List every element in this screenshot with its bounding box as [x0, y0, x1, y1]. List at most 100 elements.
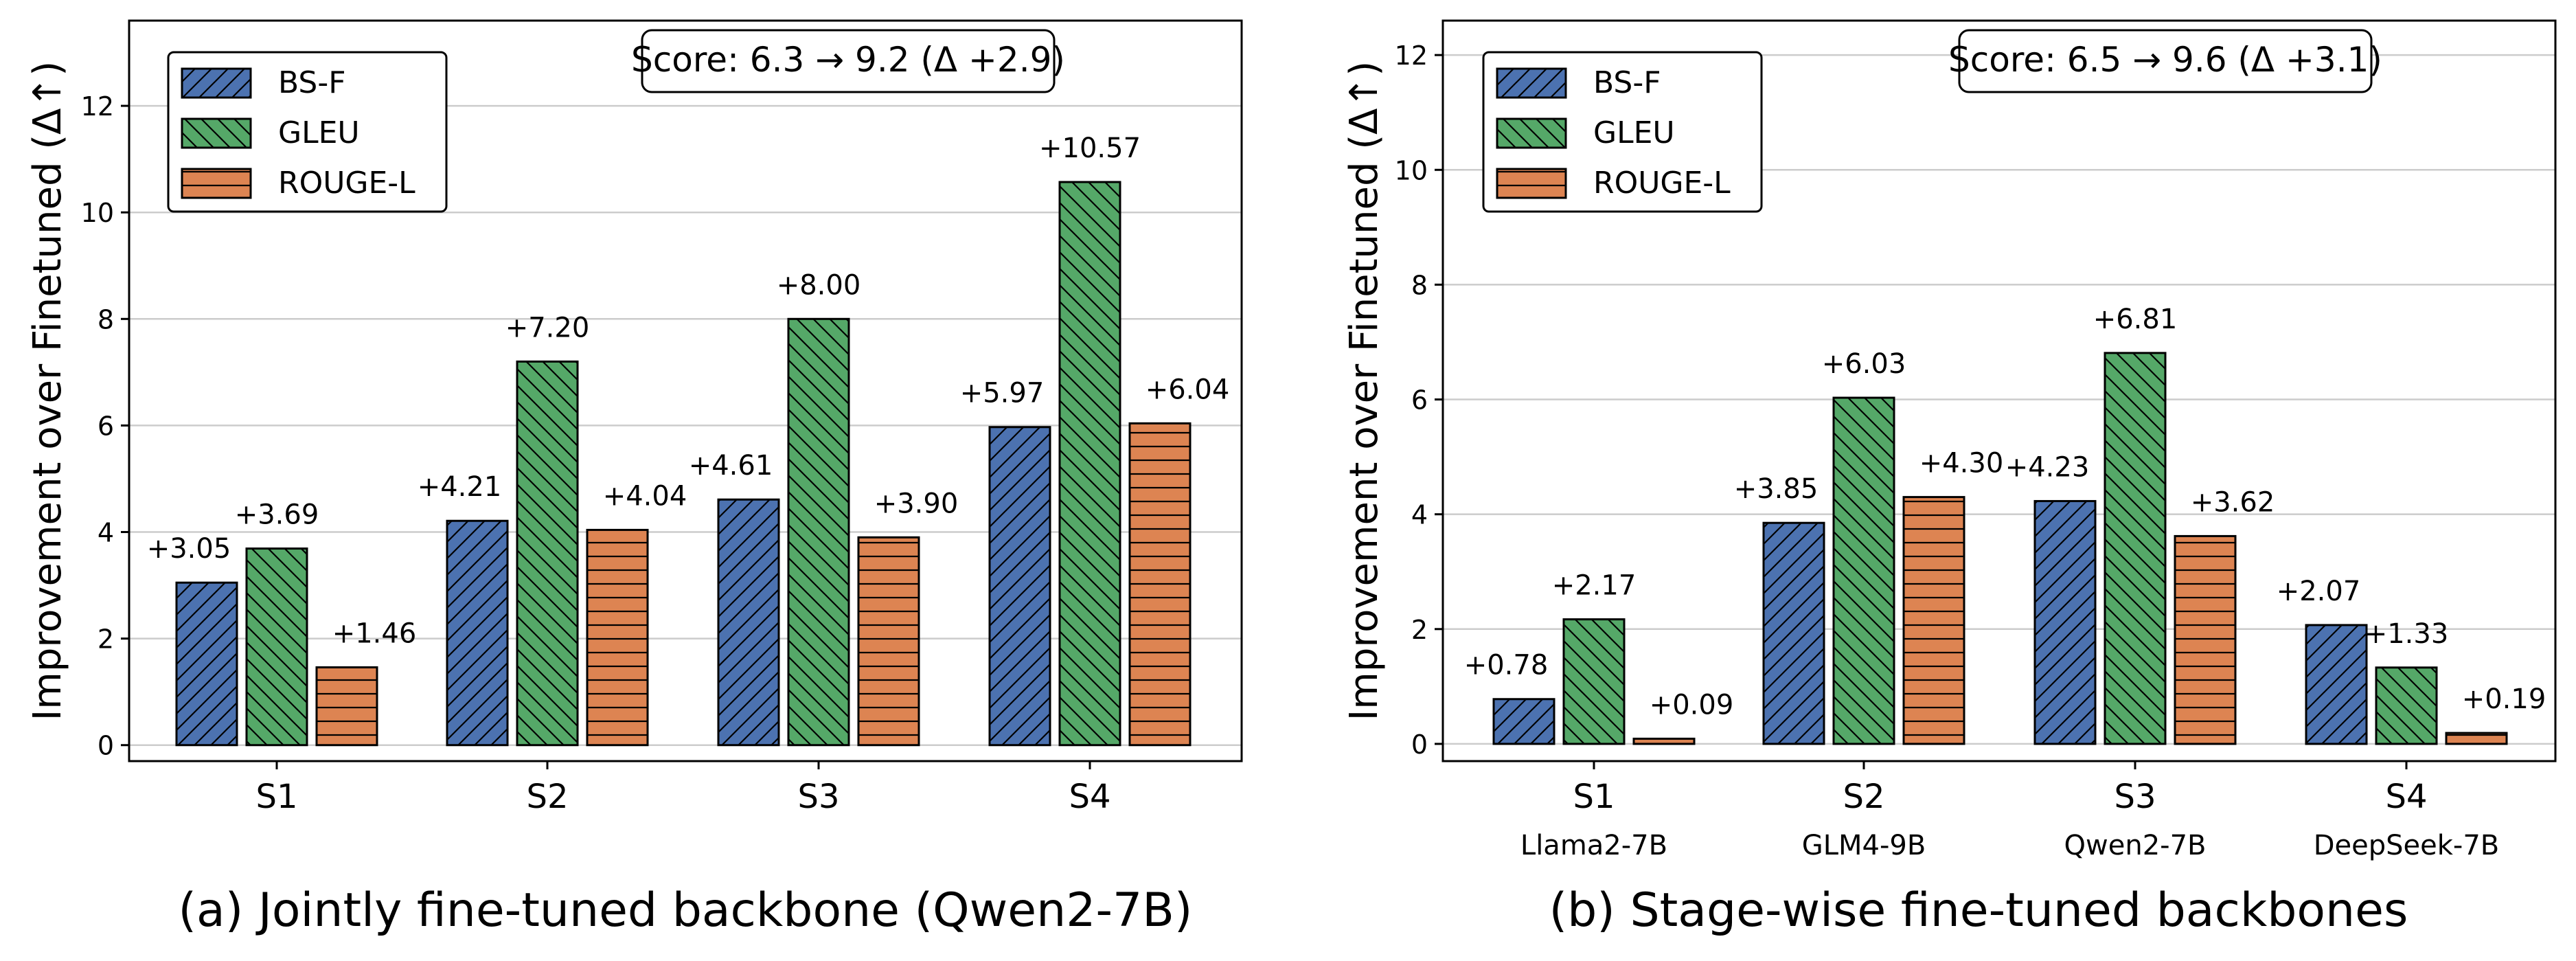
x-sublabel: Llama2-7B: [1520, 830, 1667, 861]
legend-swatch-bsf: [1496, 67, 1567, 99]
annotation-text: Score: 6.3 → 9.2 (Δ +2.9): [631, 40, 1065, 80]
legend-label-rouge-l: ROUGE-L: [1593, 166, 1731, 201]
data-label: +6.04: [1145, 374, 1230, 405]
panel-a-joint: +3.05 +4.21 +4.61 +5.97 +3.69 +7.20 +8.00 +10.5…: [25, 19, 1243, 938]
y-tick-label: 8: [1411, 270, 1428, 300]
bar-bsf-s1: [1492, 698, 1555, 745]
bar-rouge-l-s4: [1128, 422, 1192, 747]
bar-gleu-s1: [1562, 618, 1626, 745]
data-label: +6.81: [2093, 304, 2178, 335]
y-tick-label: 2: [98, 624, 114, 655]
bar-rouge-l-s1: [1632, 737, 1696, 745]
legend-label-gleu: GLEU: [1593, 115, 1675, 150]
y-axis-label: Improvement over Finetuned (Δ↑): [25, 61, 70, 721]
y-tick-label: 4: [1411, 500, 1428, 530]
data-label: +3.90: [874, 488, 959, 519]
bar-gleu-s2: [516, 360, 579, 747]
bar-bsf-s4: [2305, 624, 2368, 745]
legend-swatch-bsf: [181, 67, 252, 99]
bar-gleu-s4: [2375, 666, 2438, 745]
y-tick-label: 6: [98, 411, 114, 441]
plot-frame: [128, 19, 1243, 762]
bar-bsf-s2: [446, 519, 509, 747]
bar-rouge-l-s2: [586, 528, 649, 747]
x-tick-label: S2: [1843, 778, 1884, 816]
data-label: +2.17: [1552, 570, 1637, 602]
bar-gleu-s3: [2104, 352, 2167, 745]
data-label: +4.61: [689, 450, 773, 482]
bar-bsf-s3: [2033, 499, 2097, 745]
data-label: +6.03: [1822, 348, 1906, 380]
panel-b-stagewise: +0.78 +3.85 +4.23 +2.07 +2.17 +6.03 +6.81 +1.33…: [1342, 19, 2557, 938]
y-tick-label: 2: [1411, 615, 1428, 645]
legend-swatch-gleu: [1496, 117, 1567, 149]
y-tick-label: 12: [1395, 41, 1428, 71]
data-label: +4.21: [418, 471, 502, 503]
legend-label-bsf: BS-F: [1593, 65, 1661, 100]
y-tick-label: 0: [1411, 730, 1428, 760]
data-label: +5.97: [960, 378, 1045, 409]
x-tick-label: S4: [1069, 778, 1110, 816]
x-tick-label: S1: [255, 778, 297, 816]
data-label: +1.46: [332, 618, 417, 650]
data-label: +0.19: [2462, 683, 2546, 715]
data-label: +7.20: [505, 312, 590, 343]
bar-bsf-s1: [175, 581, 238, 747]
x-sublabel: Qwen2-7B: [2064, 830, 2207, 861]
bar-rouge-l-s3: [2174, 534, 2237, 745]
data-label: +3.85: [1734, 473, 1819, 505]
data-label: +0.78: [1464, 650, 1549, 681]
y-tick-label: 10: [1395, 155, 1428, 185]
bar-bsf-s3: [717, 498, 780, 747]
legend-label-bsf: BS-F: [278, 65, 346, 100]
legend: BS-F GLEU ROUGE-L: [1482, 51, 1763, 213]
bar-gleu-s3: [787, 317, 850, 747]
y-tick-label: 0: [98, 731, 114, 761]
score-annotation: Score: 6.3 → 9.2 (Δ +2.9): [631, 29, 1065, 93]
legend-label-rouge-l: ROUGE-L: [278, 166, 415, 201]
data-label: +10.57: [1039, 133, 1141, 164]
x-tick-label: S3: [2114, 778, 2156, 816]
plot-frame: [1441, 19, 2557, 762]
data-label: +3.05: [147, 533, 231, 565]
data-label: +3.69: [235, 499, 319, 531]
data-label: +4.04: [603, 480, 687, 512]
score-annotation: Score: 6.5 → 9.6 (Δ +3.1): [1948, 29, 2382, 93]
bar-bsf-s4: [988, 426, 1051, 747]
x-sublabel: GLM4-9B: [1802, 830, 1926, 861]
x-sublabel: DeepSeek-7B: [2314, 830, 2500, 861]
data-label: +0.09: [1650, 689, 1734, 721]
bar-gleu-s1: [245, 547, 308, 747]
bar-rouge-l-s4: [2445, 732, 2508, 745]
bar-rouge-l-s2: [1902, 496, 1965, 745]
data-label: +8.00: [777, 269, 861, 301]
annotation-box: [641, 29, 1056, 93]
bar-rouge-l-s3: [857, 536, 920, 747]
data-label: +4.23: [2005, 451, 2090, 483]
panel-caption: (a) Jointly fine-tuned backbone (Qwen2-7…: [179, 883, 1193, 938]
legend-swatch-gleu: [181, 117, 252, 149]
data-label: +1.33: [2364, 618, 2449, 650]
legend-swatch-rouge-l: [1496, 168, 1567, 199]
legend-swatch-rouge-l: [181, 168, 252, 199]
x-tick-label: S3: [797, 778, 839, 816]
y-tick-label: 10: [81, 198, 114, 228]
x-tick-label: S1: [1573, 778, 1615, 816]
y-tick-label: 8: [98, 304, 114, 335]
annotation-text: Score: 6.5 → 9.6 (Δ +3.1): [1948, 40, 2382, 80]
data-label: +2.07: [2277, 576, 2361, 607]
y-axis-label: Improvement over Finetuned (Δ↑): [1342, 61, 1387, 721]
y-tick-label: 6: [1411, 385, 1428, 416]
legend-label-gleu: GLEU: [278, 115, 360, 150]
bar-rouge-l-s1: [315, 666, 378, 747]
data-label: +4.30: [1919, 448, 2004, 479]
bar-bsf-s2: [1762, 521, 1825, 745]
panel-caption: (b) Stage-wise fine-tuned backbones: [1549, 883, 2408, 938]
bar-gleu-s4: [1058, 181, 1121, 747]
legend: BS-F GLEU ROUGE-L: [167, 51, 448, 213]
x-tick-label: S4: [2385, 778, 2427, 816]
y-tick-label: 4: [98, 518, 114, 548]
annotation-box: [1958, 29, 2373, 93]
data-label: +3.62: [2191, 486, 2275, 518]
x-tick-label: S2: [526, 778, 568, 816]
